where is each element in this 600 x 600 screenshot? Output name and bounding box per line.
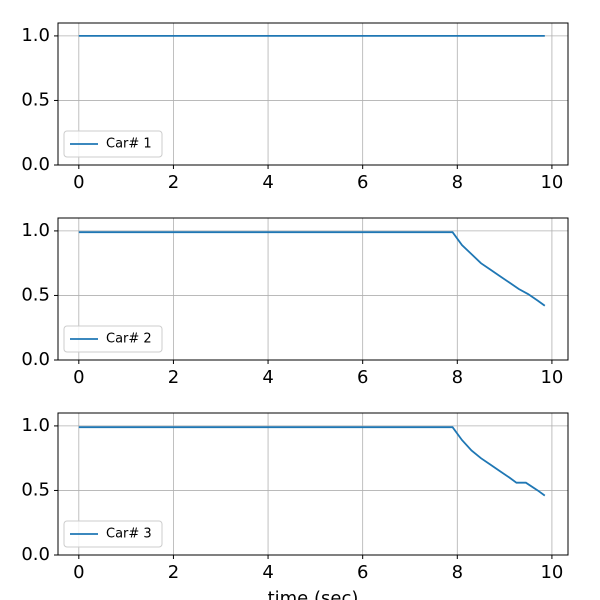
line — [78, 231, 546, 307]
axes-frame — [57, 412, 569, 556]
x-tick-label: 8 — [452, 367, 463, 388]
x-tick-label: 6 — [357, 172, 368, 193]
legend-label: Car# 1 — [106, 137, 152, 152]
legend-label: Car# 3 — [106, 527, 152, 542]
x-tick-label: 8 — [452, 562, 463, 583]
legend-box — [63, 520, 163, 548]
x-tick-label: 0 — [73, 367, 84, 388]
y-tick-label: 0.5 — [21, 479, 50, 500]
y-tick-label: 1.0 — [21, 25, 50, 46]
axes-frame — [57, 217, 569, 361]
x-tick-label: 8 — [452, 172, 463, 193]
x-tick-label: 2 — [168, 367, 179, 388]
x-tick-label: 4 — [262, 172, 273, 193]
x-tick-label: 6 — [357, 367, 368, 388]
y-tick-label: 1.0 — [21, 220, 50, 241]
x-tick-label: 2 — [168, 562, 179, 583]
axes-frame — [57, 22, 569, 166]
x-tick-label: 0 — [73, 172, 84, 193]
y-tick-label: 0.5 — [21, 284, 50, 305]
x-tick-label: 10 — [540, 367, 563, 388]
y-tick-label: 0.0 — [21, 349, 50, 370]
x-tick-label: 2 — [168, 172, 179, 193]
line — [78, 426, 546, 497]
x-tick-label: 4 — [262, 562, 273, 583]
y-tick-label: 1.0 — [21, 415, 50, 436]
legend-box — [63, 325, 163, 353]
x-tick-label: 6 — [357, 562, 368, 583]
y-tick-label: 0.0 — [21, 154, 50, 175]
legend-label: Car# 2 — [106, 332, 152, 347]
x-tick-label: 4 — [262, 367, 273, 388]
x-axis-label: time (sec) — [268, 588, 359, 600]
x-tick-label: 0 — [73, 562, 84, 583]
legend-box — [63, 130, 163, 158]
x-tick-label: 10 — [540, 562, 563, 583]
y-tick-label: 0.5 — [21, 89, 50, 110]
x-tick-label: 10 — [540, 172, 563, 193]
y-tick-label: 0.0 — [21, 544, 50, 565]
